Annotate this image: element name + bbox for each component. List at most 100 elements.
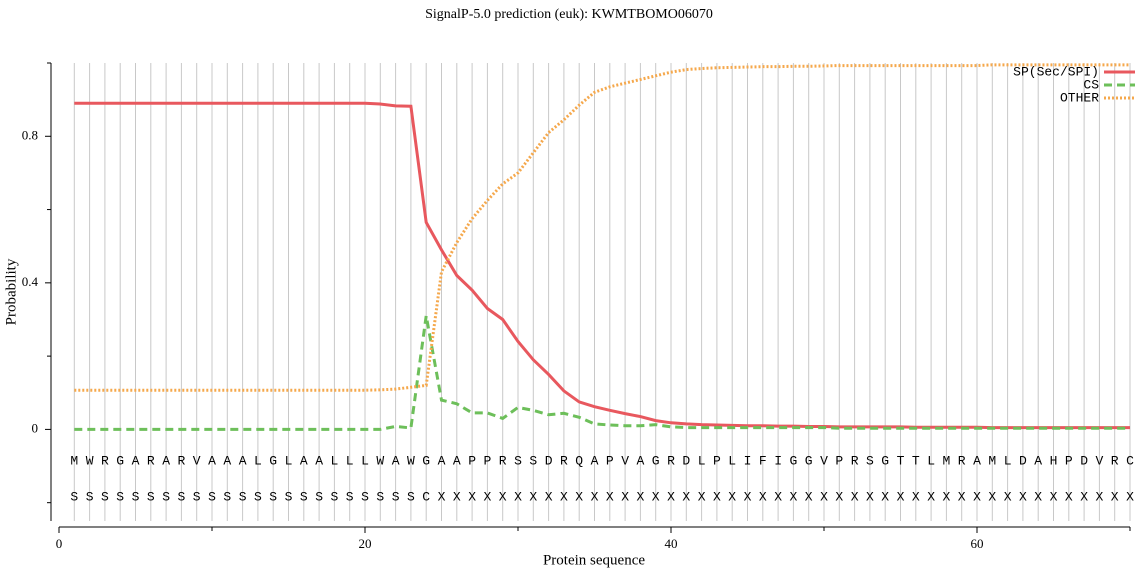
- annotation-letter: X: [851, 489, 859, 504]
- y-axis-label: Probability: [3, 258, 19, 325]
- sequence-letter: R: [958, 453, 966, 468]
- annotation-letter: X: [483, 489, 491, 504]
- sequence-letter: L: [698, 453, 706, 468]
- annotation-letter: S: [132, 489, 140, 504]
- annotation-letter: X: [667, 489, 675, 504]
- annotation-letter: X: [514, 489, 522, 504]
- sequence-letter: A: [591, 453, 599, 468]
- sequence-letter: T: [912, 453, 920, 468]
- annotation-letter: X: [728, 489, 736, 504]
- annotation-letter: X: [621, 489, 629, 504]
- y-tick-label: 0: [32, 420, 39, 435]
- annotation-letter: X: [1019, 489, 1027, 504]
- annotation-letter: S: [86, 489, 94, 504]
- sequence-letter: A: [636, 453, 644, 468]
- x-tick-label: 20: [359, 536, 372, 551]
- sequence-letter: S: [529, 453, 537, 468]
- sequence-letter: A: [453, 453, 461, 468]
- y-tick-label: 0.4: [22, 274, 39, 289]
- annotation-letter: X: [927, 489, 935, 504]
- annotation-letter: X: [897, 489, 905, 504]
- annotation-letter: X: [1004, 489, 1012, 504]
- annotation-letter: S: [239, 489, 247, 504]
- sequence-letter: R: [499, 453, 507, 468]
- annotation-letter: X: [789, 489, 797, 504]
- annotation-letter: X: [545, 489, 553, 504]
- x-tick-label: 40: [665, 536, 678, 551]
- sequence-letter: V: [193, 453, 201, 468]
- annotation-letter: X: [529, 489, 537, 504]
- sequence-letter: G: [422, 453, 430, 468]
- annotation-letter: S: [376, 489, 384, 504]
- annotation-letter: X: [468, 489, 476, 504]
- sequence-letter: A: [162, 453, 170, 468]
- annotation-letter: S: [285, 489, 293, 504]
- sequence-letter: M: [942, 453, 950, 468]
- sequence-letter: A: [438, 453, 446, 468]
- sequence-letter: R: [1111, 453, 1119, 468]
- sequence-letter: L: [927, 453, 935, 468]
- sequence-letter: G: [652, 453, 660, 468]
- annotation-letter: S: [162, 489, 170, 504]
- annotation-letter: X: [438, 489, 446, 504]
- annotation-letter: S: [361, 489, 369, 504]
- annotation-letter: X: [1111, 489, 1119, 504]
- sequence-letter: D: [545, 453, 553, 468]
- sequence-letter: P: [468, 453, 476, 468]
- sequence-letter: I: [774, 453, 782, 468]
- sequence-letter: L: [361, 453, 369, 468]
- sequence-letter: A: [239, 453, 247, 468]
- annotation-letter: S: [315, 489, 323, 504]
- annotation-letter: X: [988, 489, 996, 504]
- legend-label: SP(Sec/SPI): [1013, 64, 1099, 79]
- annotation-letter: X: [575, 489, 583, 504]
- annotation-letter: S: [147, 489, 155, 504]
- sequence-letter: P: [483, 453, 491, 468]
- sequence-letter: R: [560, 453, 568, 468]
- annotation-letter: X: [835, 489, 843, 504]
- annotation-letter: S: [193, 489, 201, 504]
- sequence-letter: I: [744, 453, 752, 468]
- y-tick-label: 0.8: [22, 127, 38, 142]
- sequence-letter: A: [223, 453, 231, 468]
- annotation-letter: X: [958, 489, 966, 504]
- annotation-letter: X: [820, 489, 828, 504]
- sequence-letter: A: [300, 453, 308, 468]
- annotation-letter: S: [70, 489, 78, 504]
- sequence-letter: S: [866, 453, 874, 468]
- sequence-letter: R: [101, 453, 109, 468]
- sequence-letter: C: [1126, 453, 1134, 468]
- sequence-letter: A: [315, 453, 323, 468]
- annotation-letter: X: [652, 489, 660, 504]
- annotation-letter: X: [759, 489, 767, 504]
- annotation-letter: S: [101, 489, 109, 504]
- sequence-letter: L: [346, 453, 354, 468]
- sequence-letter: A: [392, 453, 400, 468]
- annotation-letter: X: [499, 489, 507, 504]
- sequence-letter: R: [851, 453, 859, 468]
- sequence-letter: P: [606, 453, 614, 468]
- annotation-letter: S: [346, 489, 354, 504]
- annotation-letter: X: [560, 489, 568, 504]
- legend-label: OTHER: [1060, 90, 1099, 105]
- sequence-letter: R: [667, 453, 675, 468]
- sequence-letter: A: [973, 453, 981, 468]
- annotation-letter: S: [269, 489, 277, 504]
- annotation-letter: S: [208, 489, 216, 504]
- sequence-letter: M: [70, 453, 78, 468]
- series-line: [74, 63, 1130, 392]
- annotation-letter: X: [805, 489, 813, 504]
- sequence-letter: L: [330, 453, 338, 468]
- sequence-letter: F: [759, 453, 767, 468]
- annotation-letter: X: [698, 489, 706, 504]
- annotation-letter: X: [973, 489, 981, 504]
- sequence-letter: V: [621, 453, 629, 468]
- x-tick-label: 60: [971, 536, 984, 551]
- annotation-letter: X: [591, 489, 599, 504]
- sequence-letter: G: [881, 453, 889, 468]
- sequence-letter: L: [728, 453, 736, 468]
- sequence-letter: L: [254, 453, 262, 468]
- annotation-letter: S: [223, 489, 231, 504]
- legend-label: CS: [1083, 77, 1099, 92]
- annotation-letter: X: [1065, 489, 1073, 504]
